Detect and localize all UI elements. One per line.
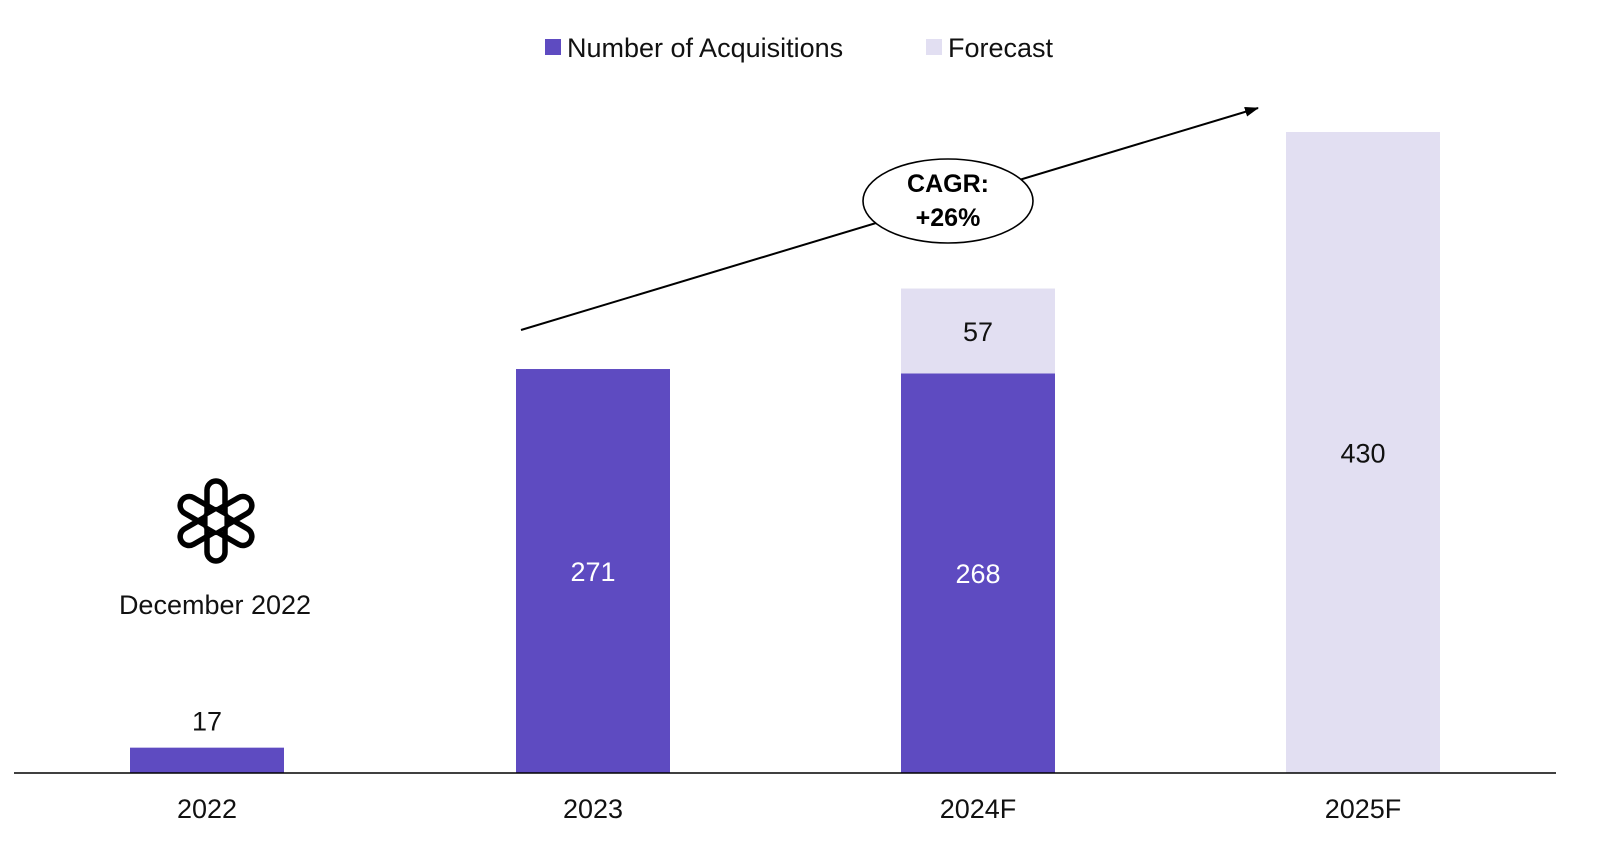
bar-number-of-acquisitions-2022: [130, 747, 284, 773]
x-axis-labels: 2022 2023 2024F 2025F: [177, 794, 1401, 824]
cagr-bubble: [862, 158, 1034, 244]
value-labels-layer: 17 271 268 57 430: [192, 317, 1386, 737]
x-tick-label-2022: 2022: [177, 794, 237, 824]
x-tick-label-2025f: 2025F: [1325, 794, 1402, 824]
bar-forecast-2025f: [1286, 132, 1440, 773]
legend: Number of Acquisitions Forecast: [545, 33, 1054, 63]
data-label-2023-number-of-acquisitions: 271: [570, 557, 615, 587]
release-note: December 2022: [119, 478, 311, 620]
data-label-2022-number-of-acquisitions: 17: [192, 707, 222, 737]
x-tick-label-2024f: 2024F: [940, 794, 1017, 824]
data-label-2024f-number-of-acquisitions: 268: [955, 559, 1000, 589]
bars-layer: [130, 132, 1440, 773]
bar-number-of-acquisitions-2023: [516, 369, 670, 773]
cagr-annotation: CAGR: +26%: [520, 106, 1259, 331]
openai-logo-icon: [177, 478, 255, 564]
bar-number-of-acquisitions-2024f: [901, 373, 1055, 773]
legend-swatch-forecast: [926, 39, 942, 55]
x-tick-label-2023: 2023: [563, 794, 623, 824]
bar-forecast-2024f: [901, 288, 1055, 374]
legend-swatch-number-of-acquisitions: [545, 39, 561, 55]
release-note-text: December 2022: [119, 590, 311, 620]
data-label-2025f-forecast: 430: [1340, 439, 1385, 469]
cagr-label: CAGR:: [907, 170, 989, 198]
data-label-2024f-forecast: 57: [963, 317, 993, 347]
cagr-value: +26%: [916, 204, 981, 232]
legend-label-forecast: Forecast: [948, 33, 1054, 63]
legend-label-number-of-acquisitions: Number of Acquisitions: [567, 33, 843, 63]
